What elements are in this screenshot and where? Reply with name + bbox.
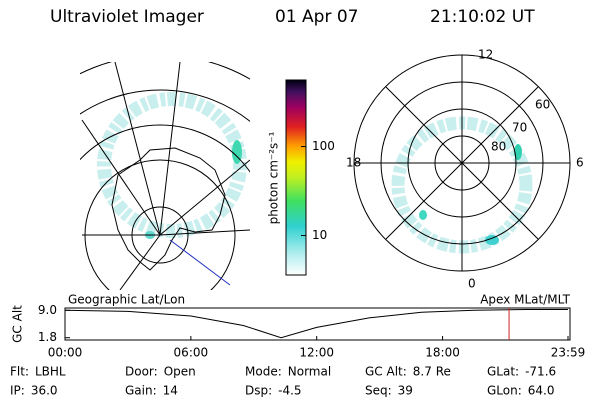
time: 21:10:02 UT [430,7,535,27]
status-label: Gain: [125,384,157,398]
altitude-ylabel: GC Alt [11,305,25,343]
status-label: GLon: [487,384,522,398]
x-tick-label: 23:59 [551,346,586,360]
lat-label: 80 [491,140,506,154]
status-value: Open [164,365,196,379]
colorbar-tick-label: 10 [312,228,327,242]
status-value: 64.0 [528,384,555,398]
status-value: LBHL [35,365,66,379]
y-tick-label: 9.0 [38,303,57,317]
mlt-label: 12 [478,48,493,62]
colorbar-label: photon cm⁻²s⁻¹ [267,131,281,224]
status-label: GLat: [487,365,519,379]
status-value: 14 [163,384,178,398]
status-label: Seq: [365,384,392,398]
x-tick-label: 18:00 [425,346,460,360]
mlt-label: 0 [468,277,476,291]
status-value: -4.5 [278,384,301,398]
status-value: 8.7 Re [413,365,451,379]
altitude-frame [64,307,571,341]
y-tick-label: 1.8 [38,330,57,344]
title: Ultraviolet Imager [50,7,204,27]
status-label: Dsp: [245,384,272,398]
status-label: GC Alt: [365,365,407,379]
status-value: -71.6 [525,365,556,379]
lat-label: 60 [535,98,550,112]
x-tick-label: 12:00 [299,346,334,360]
status-label: Door: [125,365,158,379]
status-label: Flt: [10,365,29,379]
mlt-label: 18 [346,156,361,170]
status-value: Normal [288,365,331,379]
lat-label: 70 [512,121,527,135]
x-tick-label: 00:00 [48,346,83,360]
status-value: 39 [398,384,413,398]
colorbar [285,79,307,276]
status-label: IP: [10,384,25,398]
mlt-label: 6 [576,156,584,170]
x-tick-label: 06:00 [174,346,209,360]
status-value: 36.0 [31,384,58,398]
mag-label: Apex MLat/MLT [480,293,570,307]
geo-map [80,62,250,290]
date: 01 Apr 07 [275,7,358,27]
status-label: Mode: [245,365,282,379]
geo-label: Geographic Lat/Lon [68,293,185,307]
altitude-curve [64,309,568,339]
colorbar-tick-label: 100 [312,139,335,153]
mag-polar-plot [353,54,571,272]
